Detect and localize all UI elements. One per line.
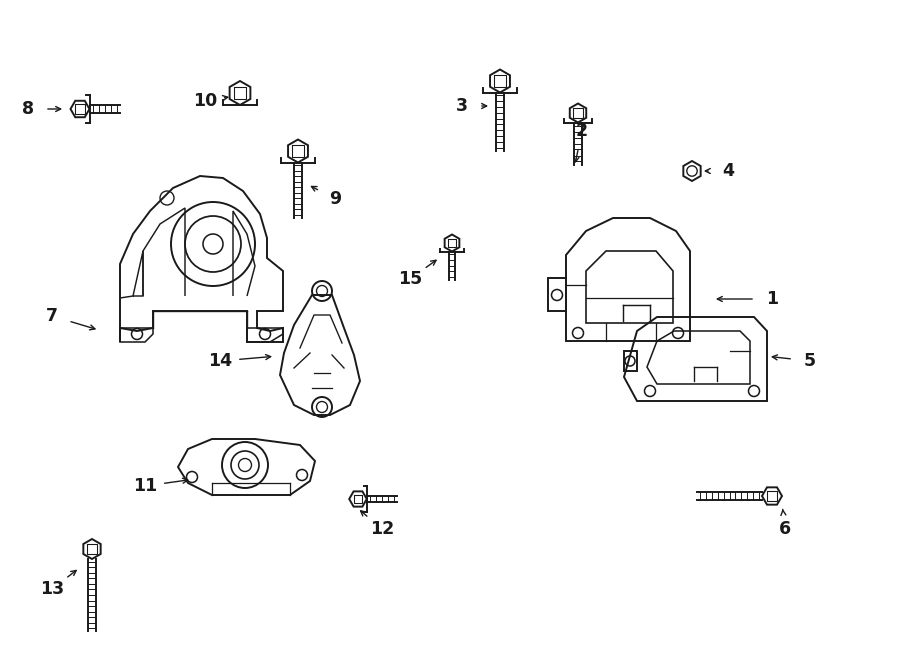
Text: 2: 2 <box>576 122 588 140</box>
Text: 14: 14 <box>208 352 232 370</box>
Text: 8: 8 <box>22 100 34 118</box>
Text: 7: 7 <box>46 307 58 325</box>
Text: 9: 9 <box>328 190 341 208</box>
Text: 6: 6 <box>778 520 791 538</box>
Text: 3: 3 <box>456 97 468 115</box>
Text: 12: 12 <box>370 520 394 538</box>
Text: 1: 1 <box>766 290 778 308</box>
Text: 15: 15 <box>398 270 422 288</box>
Text: 10: 10 <box>193 92 217 110</box>
Text: 4: 4 <box>722 162 734 180</box>
Text: 11: 11 <box>133 477 158 495</box>
Text: 13: 13 <box>40 580 64 598</box>
Text: 5: 5 <box>804 352 816 370</box>
